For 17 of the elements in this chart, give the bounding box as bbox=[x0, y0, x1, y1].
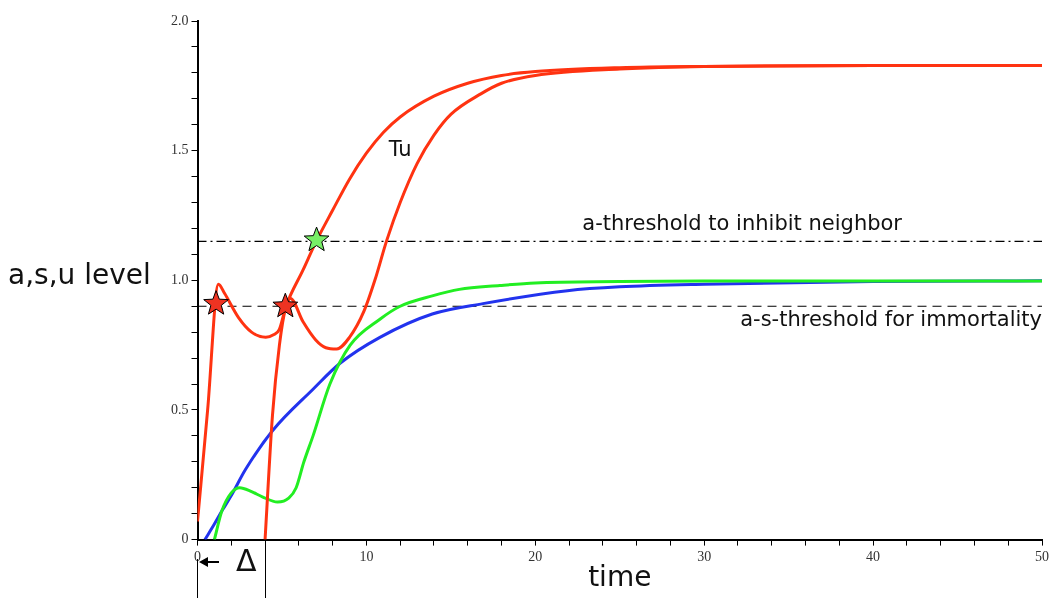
y-tick-label: 2.0 bbox=[171, 12, 189, 28]
text: Δ bbox=[236, 543, 258, 579]
x-tick-label: 50 bbox=[1035, 548, 1049, 564]
x-tick-label: 40 bbox=[866, 548, 881, 564]
y-axis-title: a,s,u level bbox=[8, 258, 151, 291]
y-tick-label: 0 bbox=[181, 531, 189, 547]
x-tick-label: 10 bbox=[359, 548, 374, 564]
y-tick-label: 0.5 bbox=[171, 401, 189, 417]
x-tick-label: 30 bbox=[697, 548, 712, 564]
y-tick-label: 1.0 bbox=[171, 271, 189, 287]
x-axis-title: time bbox=[588, 560, 652, 594]
ref-line-label: a-s-threshold for immortality bbox=[740, 307, 1042, 332]
x-tick-label: 0 bbox=[194, 548, 201, 564]
annotation: Tu bbox=[387, 137, 412, 162]
y-tick-label: 1.5 bbox=[171, 142, 189, 158]
ref-line-label: a-threshold to inhibit neighbor bbox=[582, 211, 903, 236]
x-tick-label: 20 bbox=[528, 548, 543, 564]
